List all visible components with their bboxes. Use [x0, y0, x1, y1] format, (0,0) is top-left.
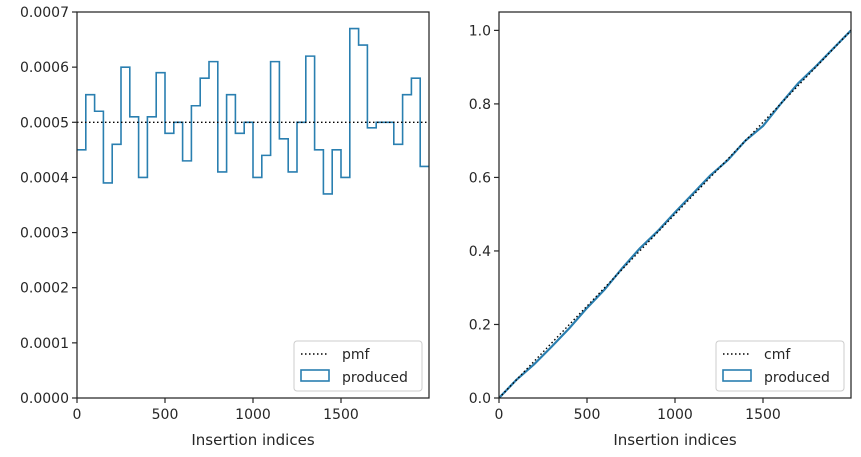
y-tick-label: 0.4 — [469, 244, 491, 260]
y-tick-label: 0.0002 — [20, 281, 69, 297]
pmf-chart-panel: 0 500 1000 1500 0.0000 0.0001 0.0002 0.0003 0.00… — [20, 5, 430, 449]
plot-area — [499, 29, 851, 398]
y-tick-label: 0.0000 — [20, 391, 69, 407]
x-tick-label: 1500 — [745, 407, 781, 423]
y-tick-label: 0.0001 — [20, 336, 69, 352]
y-tick-label: 0.0003 — [20, 226, 69, 242]
y-tick-label: 0.2 — [469, 317, 491, 333]
legend-cmf-label: cmf — [764, 347, 791, 363]
axes-frame — [498, 11, 852, 399]
y-tick-label: 0.0006 — [20, 60, 69, 76]
y-tick-label: 0.0004 — [20, 170, 69, 186]
y-tick-label: 0.8 — [469, 97, 491, 113]
produced-series — [499, 29, 851, 398]
x-axis-label: Insertion indices — [191, 431, 314, 449]
cmf-series — [499, 29, 851, 398]
x-tick-label: 0 — [73, 407, 82, 423]
cmf-chart-panel: 0 500 1000 1500 0.0 0.2 0.4 0.6 0.8 1.0 Insertion … — [469, 11, 852, 449]
y-tick-label: 0.0005 — [20, 115, 69, 131]
x-tick-label: 1500 — [323, 407, 359, 423]
x-tick-label: 500 — [574, 407, 601, 423]
produced-series — [77, 27, 429, 195]
x-tick-label: 1000 — [657, 407, 693, 423]
plot-area — [77, 27, 429, 195]
y-tick-label: 1.0 — [469, 23, 491, 39]
legend-produced-swatch — [300, 369, 330, 382]
legend: cmf produced — [715, 340, 845, 392]
y-tick-label: 0.0007 — [20, 5, 69, 21]
y-tick-label: 0.0 — [469, 391, 491, 407]
legend: pmf produced — [293, 340, 423, 392]
y-tick-label: 0.6 — [469, 170, 491, 186]
x-tick-label: 500 — [152, 407, 179, 423]
legend-produced-label: produced — [764, 370, 830, 386]
x-tick-label: 1000 — [235, 407, 271, 423]
legend-pmf-label: pmf — [342, 347, 371, 363]
legend-produced-swatch — [722, 369, 752, 382]
x-axis-label: Insertion indices — [613, 431, 736, 449]
x-tick-label: 0 — [495, 407, 504, 423]
legend-produced-label: produced — [342, 370, 408, 386]
